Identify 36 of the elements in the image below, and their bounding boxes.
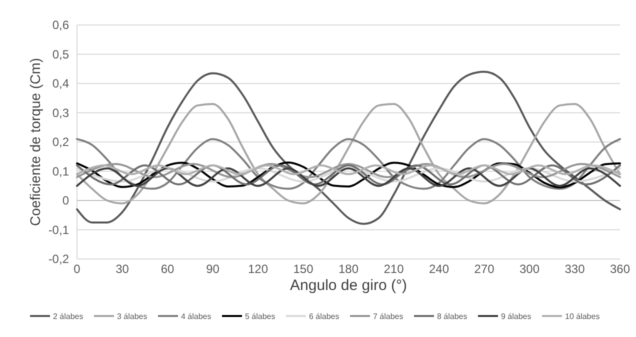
x-tick-label: 270 (474, 262, 495, 276)
x-tick-label: 30 (116, 262, 130, 276)
y-tick-label: 0 (62, 194, 70, 208)
y-tick-label: -0,2 (48, 252, 70, 266)
legend-label: 8 álabes (437, 312, 468, 321)
y-tick-label: 0,6 (52, 18, 70, 32)
legend-label: 9 álabes (501, 312, 532, 321)
x-tick-label: 360 (610, 262, 630, 276)
x-tick-label: 120 (248, 262, 268, 276)
x-tick-label: 240 (428, 262, 450, 276)
y-axis-title: Coeficiente de torque (Cm) (27, 58, 43, 226)
y-tick-label: 0,1 (52, 164, 70, 178)
y-tick-label: 0,5 (52, 47, 70, 62)
legend-label: 10 álabes (565, 312, 600, 321)
x-axis-title: Angulo de giro (°) (290, 277, 407, 294)
legend-label: 3 álabes (117, 312, 148, 321)
legend-label: 4 álabes (181, 312, 212, 321)
line-series (76, 138, 621, 190)
x-tick-label: 330 (564, 262, 586, 276)
legend-label: 5 álabes (245, 312, 276, 321)
x-tick-label: 210 (384, 262, 404, 276)
x-tick-label: 0 (74, 262, 81, 276)
legend-label: 2 álabes (53, 312, 84, 321)
x-tick-label: 300 (519, 262, 540, 276)
line-series (76, 102, 621, 204)
legend-label: 6 álabes (309, 312, 340, 321)
y-tick-label: -0,1 (48, 222, 70, 237)
y-tick-label: 0,4 (52, 76, 70, 91)
x-tick-label: 150 (293, 262, 314, 276)
x-tick-label: 180 (338, 262, 359, 276)
x-tick-label: 60 (160, 262, 174, 276)
y-tick-label: 0,3 (52, 106, 70, 120)
x-tick-label: 90 (206, 262, 220, 276)
y-tick-label: 0,2 (52, 135, 70, 150)
line-series (76, 70, 621, 225)
legend-label: 7 álabes (373, 312, 404, 321)
